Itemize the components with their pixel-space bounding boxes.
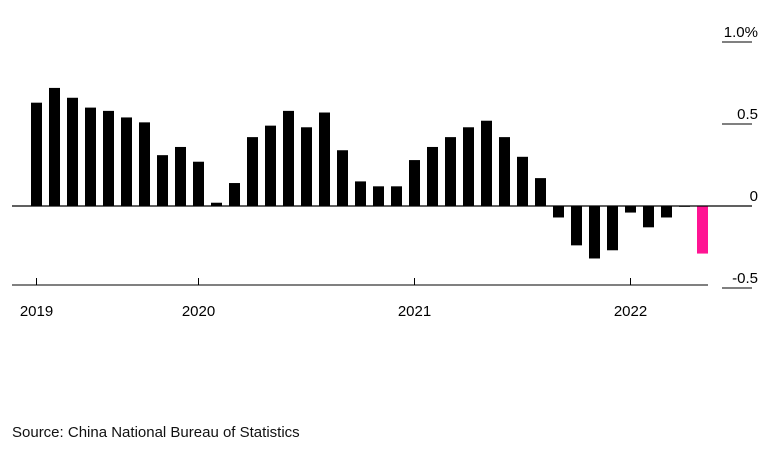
bar <box>283 110 294 206</box>
bar <box>697 206 708 254</box>
bar <box>49 87 60 206</box>
x-tick-label: 2020 <box>182 303 215 320</box>
bar <box>193 161 204 206</box>
bar <box>139 122 150 206</box>
bar <box>481 120 492 206</box>
bar <box>463 127 474 206</box>
x-tick-label: 2019 <box>20 303 53 320</box>
bar <box>337 150 348 206</box>
bar <box>85 107 96 206</box>
bar <box>121 117 132 206</box>
bar <box>265 125 276 206</box>
y-tick-label: 0.5 <box>737 106 758 123</box>
bar <box>535 178 546 206</box>
bar <box>625 206 636 213</box>
bar <box>157 155 168 206</box>
bar <box>247 137 258 206</box>
bar <box>103 110 114 206</box>
bar <box>499 137 510 206</box>
bar <box>175 146 186 206</box>
bar <box>31 102 42 206</box>
x-tick-label: 2022 <box>614 303 647 320</box>
bar <box>67 97 78 206</box>
y-tick-label: 0 <box>750 188 758 205</box>
bar <box>607 206 618 251</box>
bar <box>445 137 456 206</box>
bar <box>661 206 672 218</box>
bar <box>211 202 222 206</box>
bar <box>571 206 582 246</box>
x-tick-label: 2021 <box>398 303 431 320</box>
bar <box>301 127 312 206</box>
bar <box>553 206 564 218</box>
bar <box>643 206 654 228</box>
source-note: Source: China National Bureau of Statist… <box>12 424 300 441</box>
y-tick-label: -0.5 <box>732 270 758 287</box>
bar <box>409 160 420 206</box>
bar-chart: 1.0% 0.5 0 -0.5 2019 2020 2021 2022 <box>12 24 758 320</box>
bar <box>319 112 330 206</box>
bar <box>373 186 384 206</box>
bar <box>391 186 402 206</box>
bar <box>589 206 600 259</box>
bar <box>517 156 528 206</box>
y-tick-label: 1.0% <box>724 24 758 41</box>
plot-area: 1.0% 0.5 0 -0.5 2019 2020 2021 2022 <box>12 24 758 320</box>
bar <box>427 146 438 206</box>
bar <box>229 183 240 206</box>
bar <box>355 181 366 206</box>
